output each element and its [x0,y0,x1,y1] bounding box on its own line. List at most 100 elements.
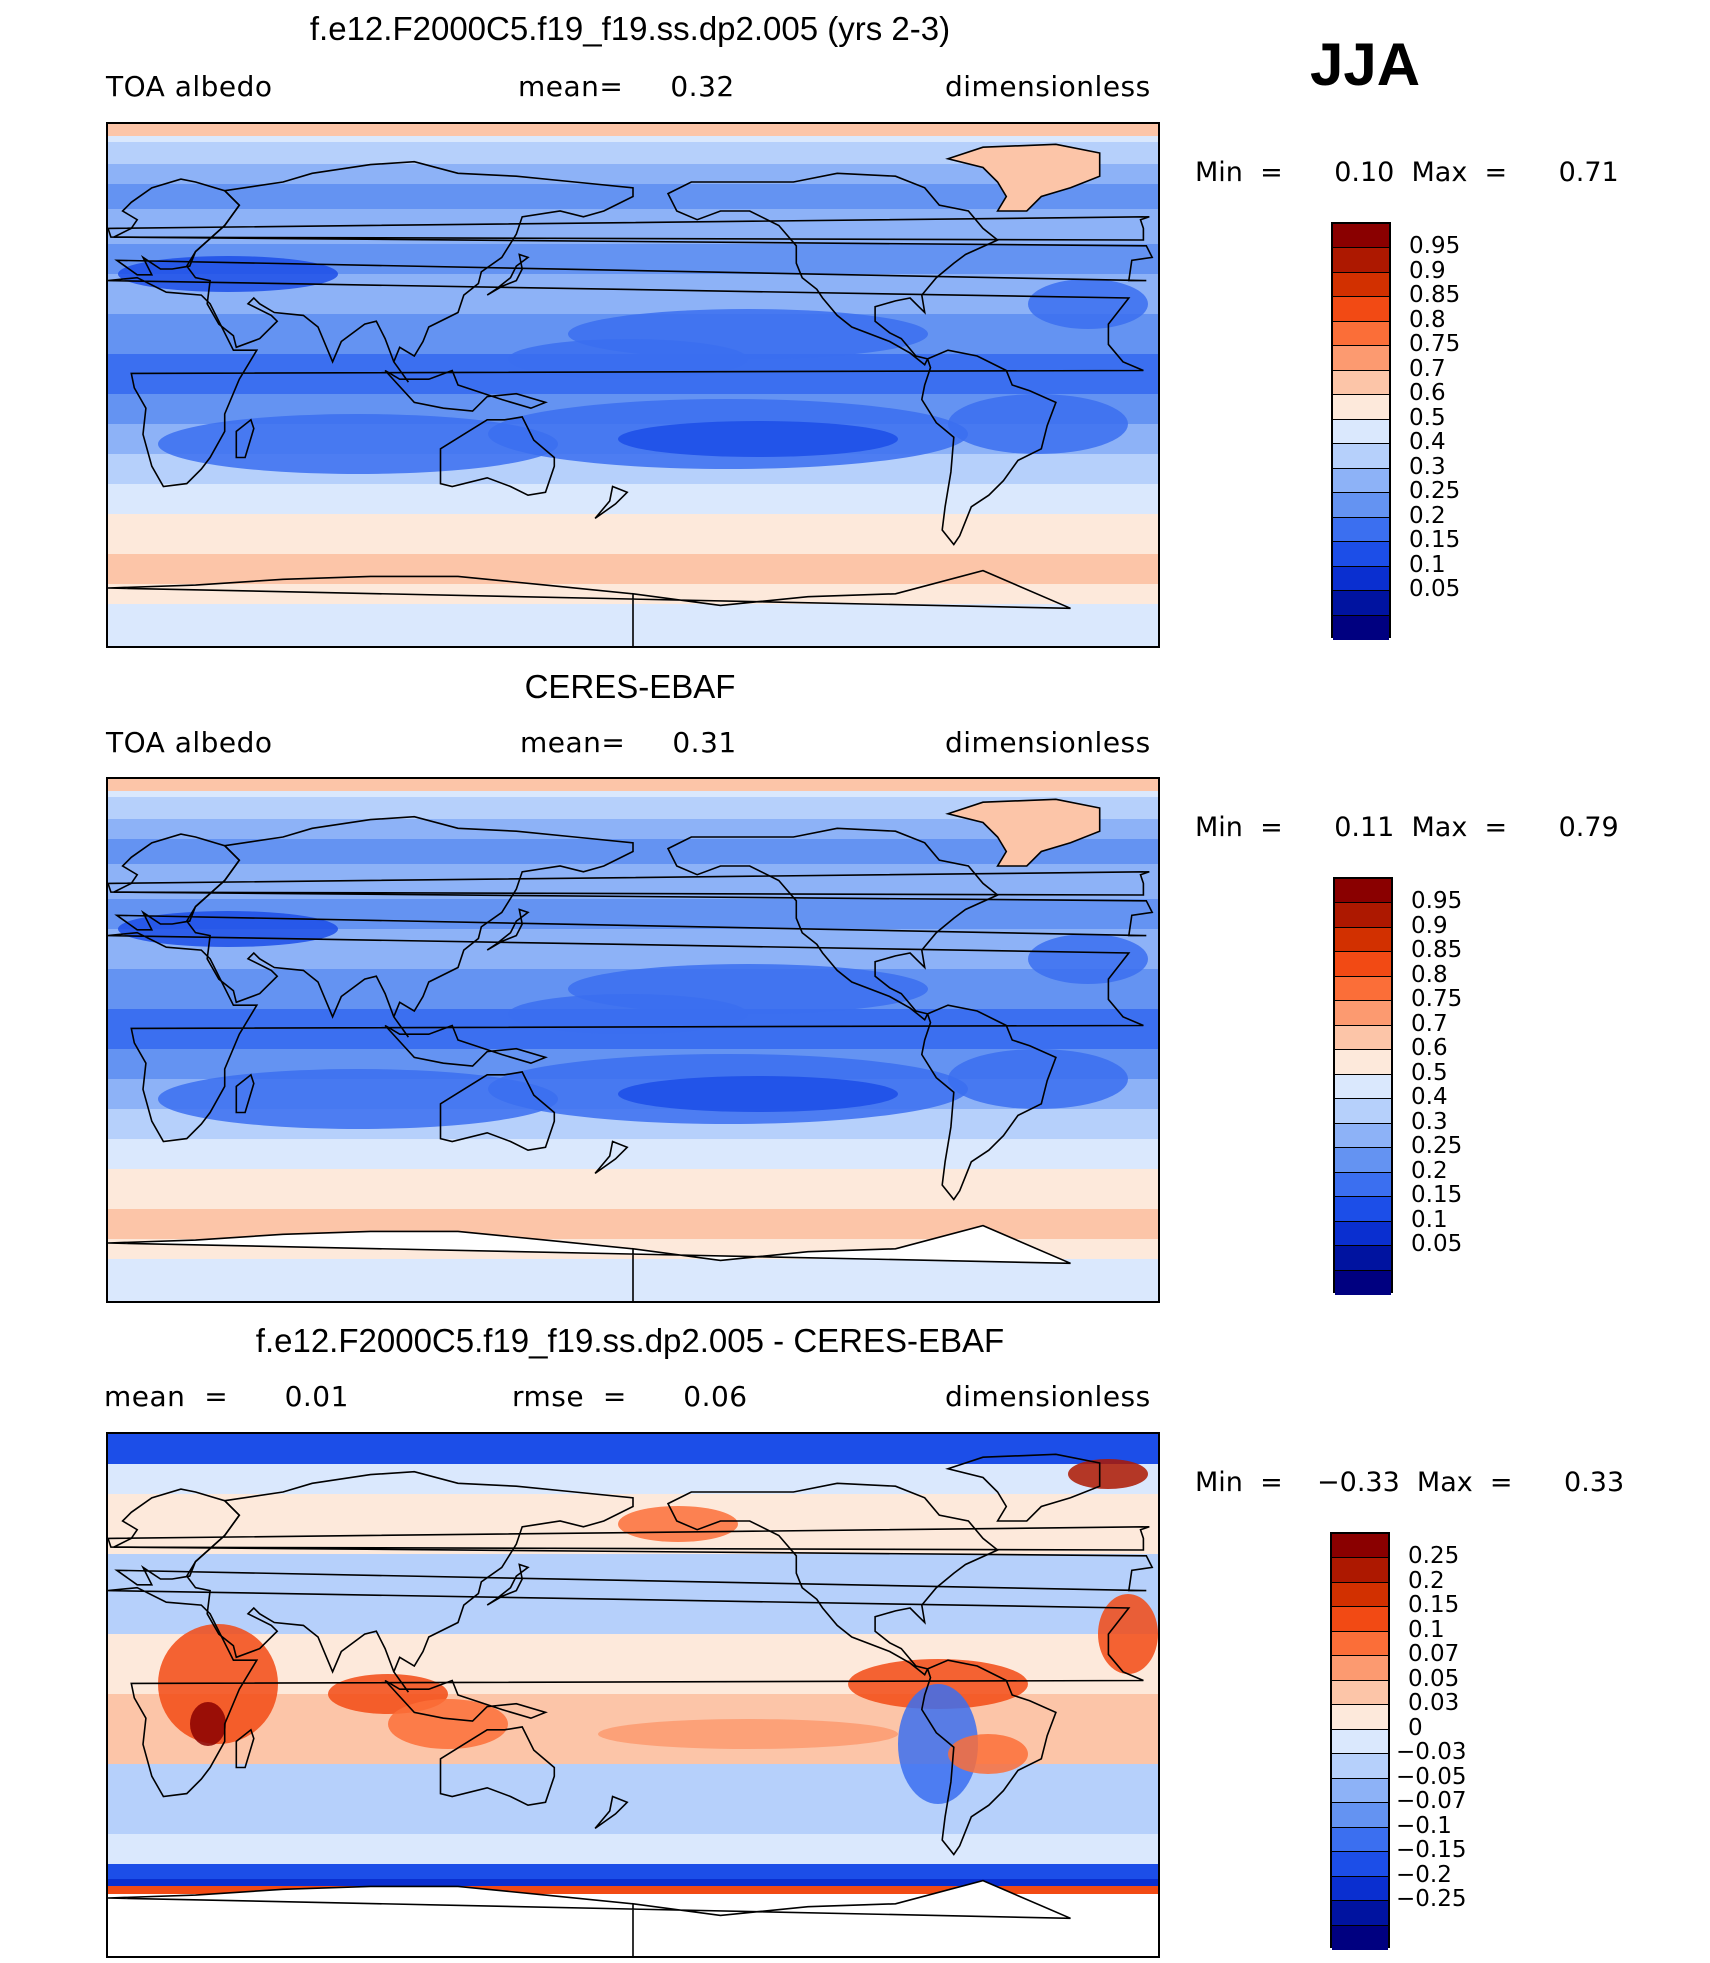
colorbar-tick-label: 0.4 [1409,429,1446,456]
colorbar-swatch [1333,591,1389,616]
colorbar-tick-label: −0.15 [1396,1837,1467,1864]
colorbar-swatch [1335,1270,1391,1295]
colorbar-swatch [1332,1925,1388,1950]
colorbar-swatch [1332,1534,1388,1559]
panel-1-mean: mean= 0.32 [518,70,735,103]
colorbar-tick-label: 0.05 [1411,1231,1463,1258]
colorbar-tick-label: 0.2 [1411,1157,1448,1184]
colorbar-swatch [1333,272,1389,298]
colorbar-tick-label: 0.9 [1409,257,1446,284]
colorbar-tick-label: −0.07 [1396,1788,1467,1815]
colorbar-swatch [1332,1852,1388,1877]
map-canvas [108,1434,1158,1956]
colorbar-tick-label: 0.3 [1411,1108,1448,1135]
colorbar-tick-label: 0.9 [1411,912,1448,939]
colorbar-tick-label: 0.15 [1408,1592,1460,1619]
coastline-asia [185,815,634,1038]
colorbar-tick-label: 0.07 [1408,1641,1460,1668]
coastline-uk [108,216,1150,241]
colorbar-swatch [1332,1680,1388,1706]
colorbar-swatch [1335,1123,1391,1149]
colorbar-swatch [1332,1754,1388,1779]
colorbar-swatch [1335,1221,1391,1247]
coastline-africa [108,931,1144,1143]
colorbar-tick-label: 0.15 [1409,527,1461,554]
coastline-uk [108,1526,1150,1551]
colorbar-tick-label: 0.8 [1409,306,1446,333]
colorbar-tick-label: −0.2 [1396,1861,1452,1888]
colorbar-swatch [1335,1074,1391,1100]
colorbar-tick-label: 0.25 [1409,478,1461,505]
colorbar-tick-label: 0.85 [1409,282,1461,309]
panel-2-min-max: Min = 0.11 Max = 0.79 [1195,812,1619,843]
panel-2-units: dimensionless [945,726,1151,759]
colorbar-tick-label: 0.3 [1409,453,1446,480]
colorbar-swatch [1332,1729,1388,1755]
colorbar-swatch [1332,1656,1388,1681]
colorbar-swatch [1333,224,1389,249]
coastline-samerica [920,349,1057,546]
panel-2-mean: mean= 0.31 [520,726,737,759]
colorbar-tick-label: 0.85 [1411,937,1463,964]
coastline-madagascar [235,418,255,459]
colorbar-tick-label: 0.05 [1409,576,1461,603]
coastline-australia [439,1726,556,1807]
colorbar-swatch [1335,903,1391,928]
coastline-japan [486,1563,530,1606]
colorbar-swatch [1332,1876,1388,1902]
panel-2-map [106,777,1160,1303]
panel-3-min-max: Min = −0.33 Max = 0.33 [1195,1467,1625,1498]
panel-1-min-max: Min = 0.10 Max = 0.71 [1195,157,1619,188]
colorbar-swatch [1335,1148,1391,1173]
coastline-namerica [666,827,1000,1021]
colorbar-tick-label: 0 [1408,1714,1423,1741]
colorbar-swatch [1335,952,1391,977]
colorbar-tick-label: 0.1 [1411,1206,1448,1233]
panel-2-title: CERES-EBAF [524,668,736,705]
colorbar-tick-label: 0.5 [1409,404,1446,431]
colorbar-swatch [1333,419,1389,445]
colorbar-tick-label: 0.25 [1411,1133,1463,1160]
colorbar-swatch [1333,444,1389,469]
colorbar-swatch [1335,1001,1391,1026]
panel-3-units: dimensionless [945,1380,1151,1413]
panel-1-units: dimensionless [945,70,1151,103]
colorbar-tick-label: 0.95 [1411,888,1463,915]
panel-1-colorbar [1331,222,1391,640]
colorbar-swatch [1332,1803,1388,1828]
colorbar-tick-label: 0.15 [1411,1182,1463,1209]
panel-2-variable: TOA albedo [106,726,273,759]
coastline-namerica [666,172,1000,366]
panel-1-variable: TOA albedo [106,70,273,103]
coastline-indonesia [384,369,548,412]
colorbar-tick-label: 0.75 [1409,331,1461,358]
colorbar-swatch [1332,1901,1388,1926]
coastline-uk [108,871,1150,896]
coastline-japan [486,908,530,951]
coastline-nz [594,485,629,520]
panel-3-map [106,1432,1160,1958]
colorbar-swatch [1333,615,1389,640]
coastline-greenland [945,1453,1101,1522]
colorbar-tick-label: −0.05 [1396,1763,1467,1790]
colorbar-tick-label: 0.6 [1409,380,1446,407]
coastline-japan [486,253,530,296]
colorbar-swatch [1333,321,1389,347]
colorbar-swatch [1335,1246,1391,1271]
colorbar-tick-label: 0.6 [1411,1035,1448,1062]
colorbar-swatch [1333,297,1389,322]
colorbar-tick-label: 0.2 [1408,1567,1445,1594]
colorbar-swatch [1333,493,1389,518]
colorbar-tick-label: 0.2 [1409,502,1446,529]
colorbar-tick-label: −0.03 [1396,1739,1467,1766]
colorbar-swatch [1333,248,1389,273]
coastline-samerica [920,1004,1057,1201]
colorbar-tick-label: 0.03 [1408,1690,1460,1717]
colorbar-swatch [1332,1778,1388,1804]
coastline-madagascar [235,1728,255,1769]
coastline-australia [439,1071,556,1152]
colorbar-tick-label: 0.5 [1411,1059,1448,1086]
panel-2-colorbar [1333,877,1393,1295]
coastline-namerica [666,1482,1000,1676]
panel-1-map [106,122,1160,648]
